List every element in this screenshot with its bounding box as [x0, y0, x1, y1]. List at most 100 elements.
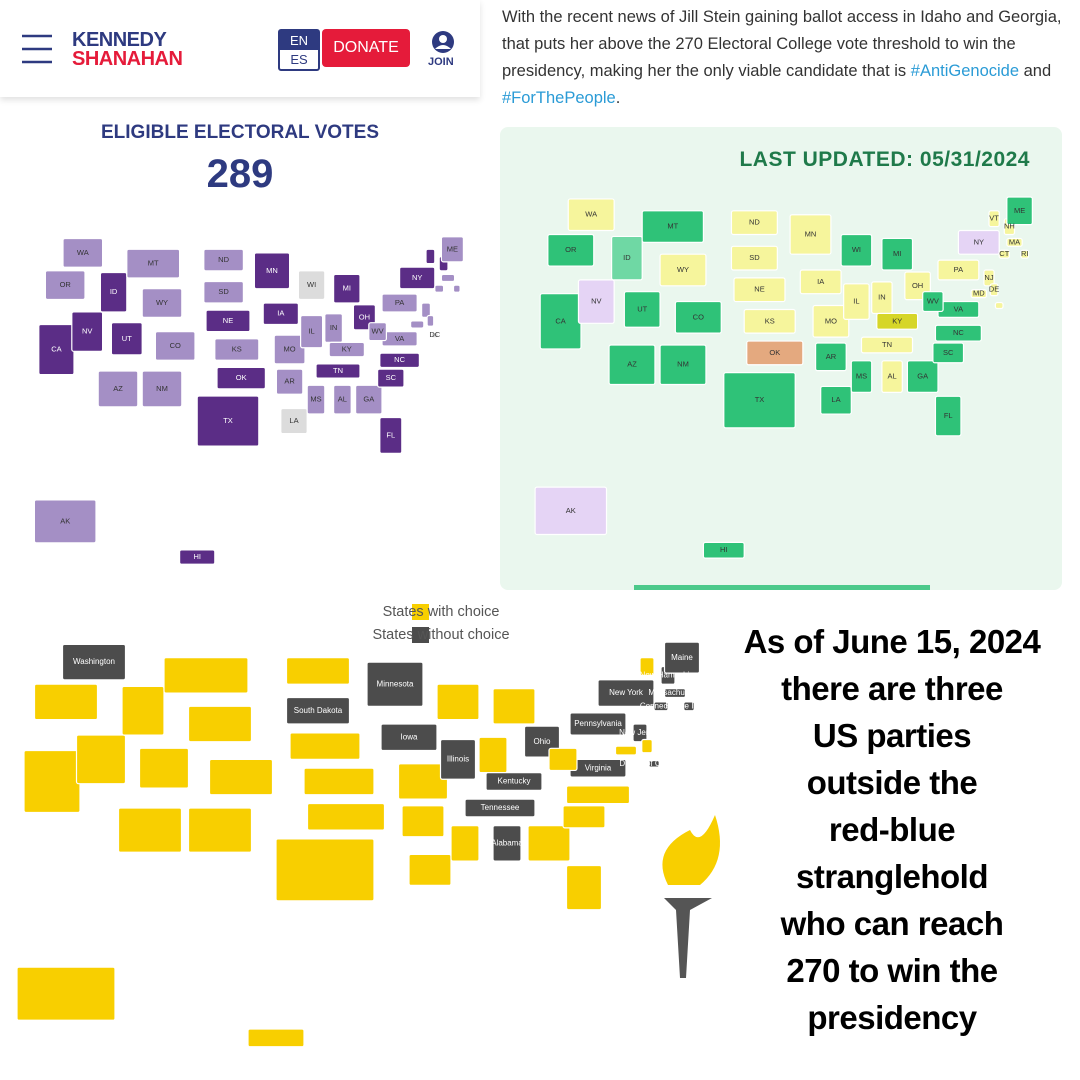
state — [208, 758, 274, 796]
state-label: OK — [769, 348, 780, 357]
lang-en[interactable]: EN — [280, 31, 318, 50]
state — [814, 342, 847, 372]
logo-top[interactable]: KENNEDY — [72, 29, 167, 51]
state — [196, 395, 260, 447]
last-updated: LAST UPDATED: 05/31/2024 — [739, 148, 1030, 171]
state — [840, 233, 873, 267]
hashtag[interactable]: #ForThePeople — [502, 89, 616, 107]
state — [934, 324, 982, 342]
state-label: Pennsylvania — [574, 719, 622, 728]
lang-es[interactable]: ES — [290, 52, 308, 67]
state — [401, 805, 445, 838]
state-label: MA — [1009, 237, 1020, 246]
state — [333, 384, 352, 415]
state — [789, 214, 832, 255]
state-label: New Hampshire — [640, 670, 697, 679]
state — [567, 198, 615, 232]
state — [492, 688, 536, 725]
state-label: KS — [765, 316, 775, 325]
state-label: Minnesota — [377, 679, 414, 688]
logo-bottom[interactable]: SHANAHAN — [72, 48, 183, 70]
state — [492, 825, 522, 862]
state — [421, 302, 432, 318]
state-label: GA — [363, 395, 374, 404]
state — [408, 853, 452, 886]
state — [315, 363, 361, 379]
state — [205, 309, 251, 333]
tweet-body: and — [1023, 62, 1052, 80]
hashtag[interactable]: #AntiGenocide — [910, 62, 1020, 80]
state-label: MO — [284, 345, 296, 354]
state — [970, 289, 988, 299]
state-label: CO — [693, 312, 704, 321]
headline-line: red-blue — [828, 811, 956, 848]
state-label: WA — [77, 248, 89, 257]
state-label: Washington — [73, 657, 115, 666]
state-label: IN — [330, 323, 338, 332]
state-label: Connecticut — [640, 701, 683, 710]
language-toggle[interactable]: EN ES — [278, 29, 320, 71]
state-label: VA — [954, 304, 963, 313]
state — [297, 270, 326, 301]
headline-line: there are three — [781, 670, 1003, 707]
state — [368, 322, 387, 342]
state-label: Tennessee — [481, 803, 520, 812]
state — [179, 549, 216, 565]
state-label: NJ — [984, 273, 993, 282]
state — [303, 767, 375, 796]
state — [663, 641, 701, 674]
state — [906, 360, 939, 393]
state-label: IA — [277, 309, 284, 318]
join-link[interactable]: JOIN — [428, 56, 454, 68]
state — [562, 805, 606, 829]
state — [937, 259, 980, 281]
state-label: Illinois — [447, 754, 469, 763]
votes-title: ELIGIBLE ELECTORAL VOTES — [101, 122, 379, 143]
state-label: LA — [831, 395, 840, 404]
state — [733, 277, 786, 303]
state-label: KS — [232, 345, 242, 354]
state-label: CO — [170, 341, 181, 350]
state-label: AK — [566, 506, 576, 515]
state — [1006, 196, 1033, 226]
state-label: NE — [223, 316, 233, 325]
state-label: MO — [825, 316, 837, 325]
state — [163, 657, 249, 694]
state-label: ID — [623, 253, 631, 262]
state — [641, 738, 653, 754]
state-label: IA — [817, 277, 824, 286]
menu-icon[interactable] — [20, 30, 60, 70]
user-icon[interactable] — [430, 30, 460, 60]
state — [565, 785, 631, 805]
state-label: NV — [591, 297, 601, 306]
state — [440, 236, 464, 263]
state — [62, 237, 104, 268]
state — [659, 253, 707, 287]
state — [957, 229, 1000, 255]
state — [126, 248, 181, 279]
state-label: CA — [555, 316, 565, 325]
state — [285, 657, 351, 685]
state — [426, 314, 435, 327]
state — [410, 320, 425, 329]
state — [988, 210, 1000, 228]
headline: As of June 15, 2024 there are three US par… — [712, 618, 1072, 1041]
state-label: MS — [310, 395, 321, 404]
legend-label: States without choice — [372, 627, 509, 643]
state-label: AR — [826, 352, 837, 361]
state — [485, 772, 543, 791]
donate-button[interactable]: DONATE — [322, 29, 410, 67]
state — [932, 342, 965, 364]
state — [1020, 249, 1030, 259]
state — [377, 368, 405, 388]
state-label: DE — [989, 285, 999, 294]
state — [273, 334, 306, 365]
state — [379, 416, 403, 454]
state — [306, 802, 386, 831]
state — [247, 1028, 305, 1048]
state-label: Ohio — [534, 737, 551, 746]
state — [614, 745, 638, 756]
state — [994, 301, 1004, 310]
